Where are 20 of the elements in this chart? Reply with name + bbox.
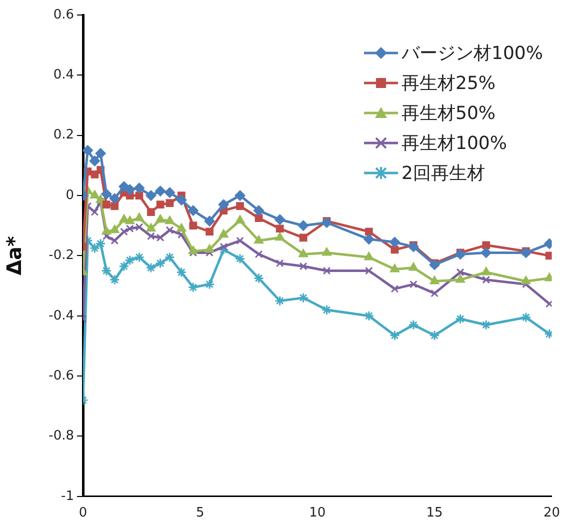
y-tick-label: 0.2 [53,128,74,143]
y-tick-label: 0 [66,188,74,203]
y-tick-label: -0.6 [48,368,74,384]
x-tick-label: 5 [196,506,204,521]
y-tick-label: -0.4 [48,308,74,324]
y-tick-label: 0.4 [53,68,74,83]
legend-label: 再生材100% [402,132,507,155]
x-tick-label: 15 [426,506,443,521]
legend-label: バージン材100% [402,42,543,65]
x-tick-label: 20 [543,506,560,521]
y-tick-label: -0.2 [48,248,74,264]
y-axis-title: Δa* [2,235,26,276]
x-tick-label: 10 [309,506,326,521]
y-tick-label: 0.6 [53,7,74,22]
legend-label: 2回再生材 [402,162,485,185]
legend-label: 再生材25% [402,72,496,95]
legend-label: 再生材50% [402,102,496,125]
x-tick-label: 0 [78,506,88,521]
y-tick-label: -0.8 [48,428,74,444]
y-tick-label: -1 [61,488,74,504]
